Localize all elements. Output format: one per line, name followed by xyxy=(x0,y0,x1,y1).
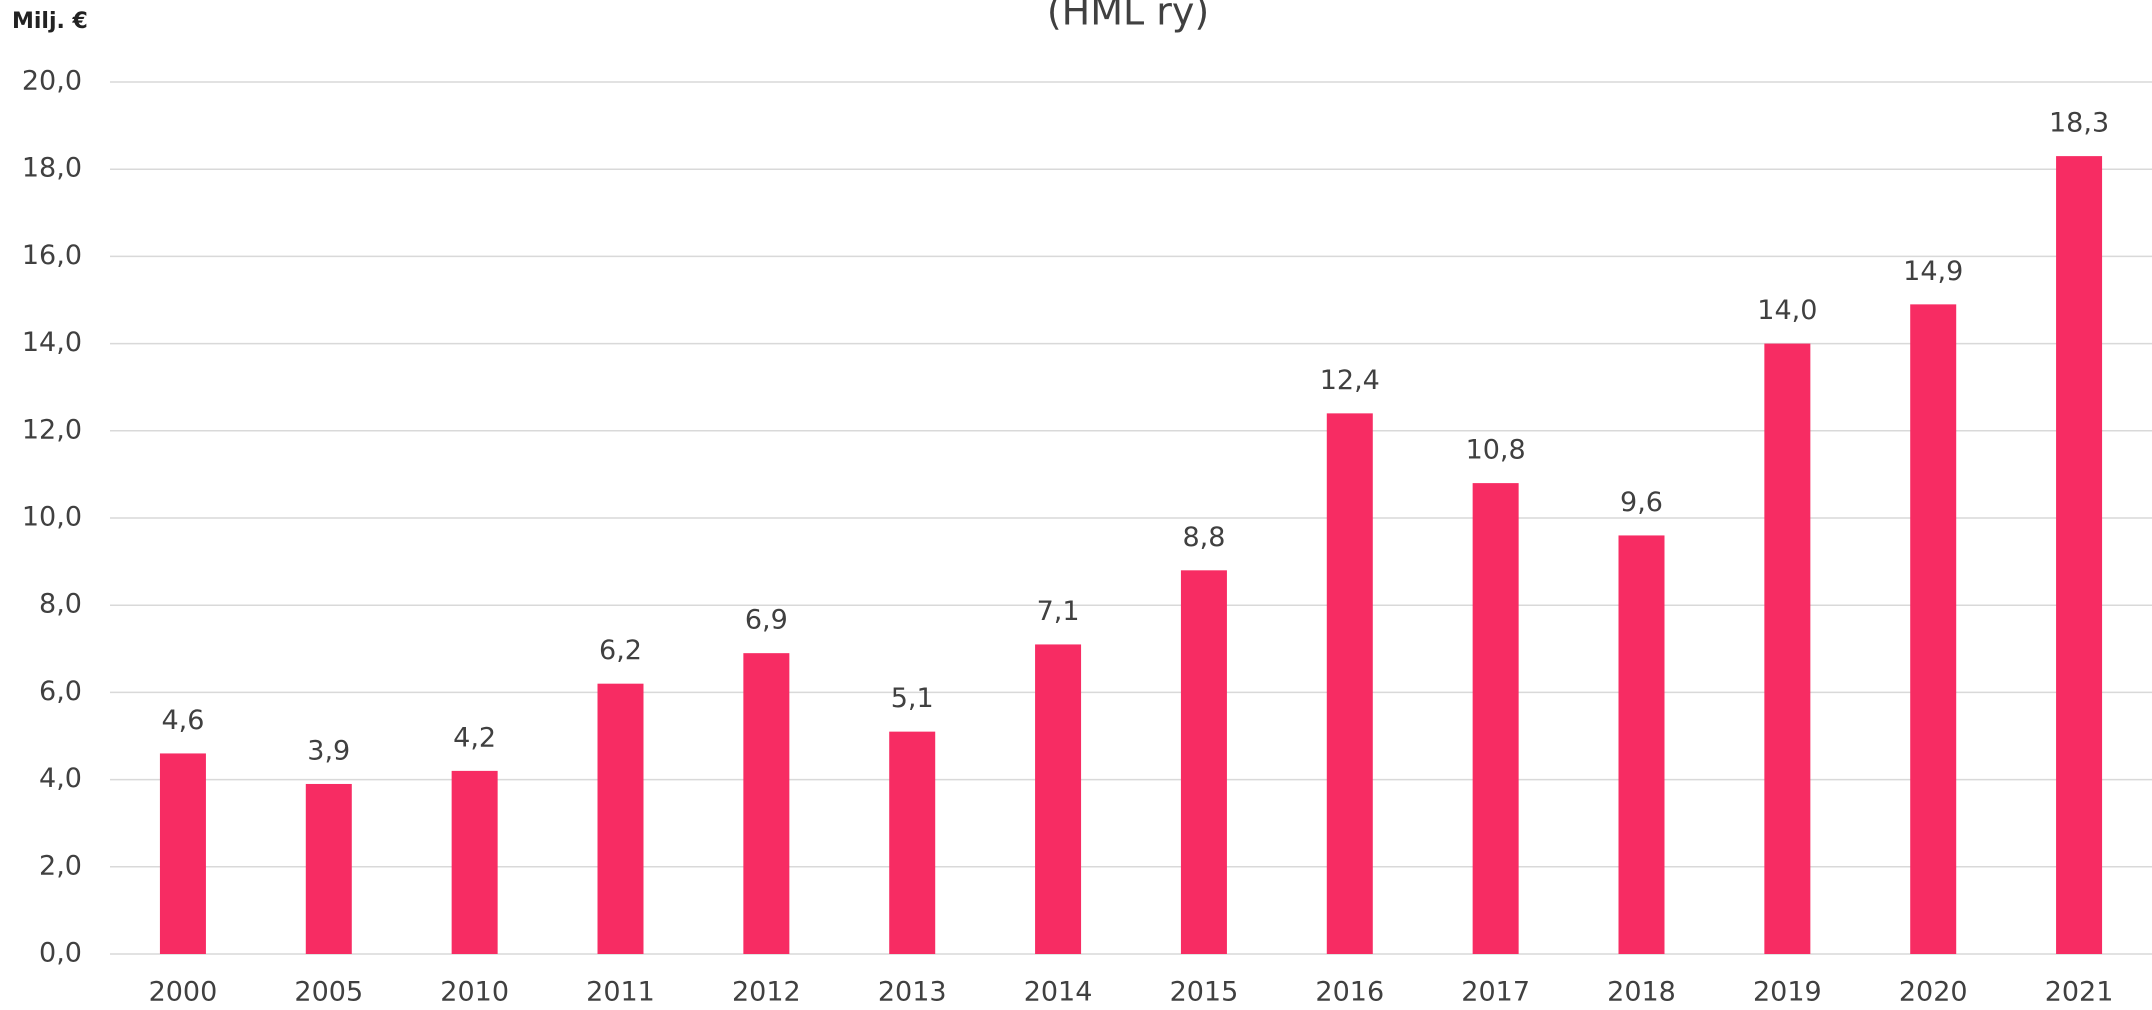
y-axis-label: Milj. € xyxy=(12,9,88,34)
x-tick-label: 2000 xyxy=(149,977,218,1008)
data-label: 18,3 xyxy=(2049,108,2109,139)
x-tick-label: 2015 xyxy=(1170,977,1239,1008)
data-label: 5,1 xyxy=(891,683,934,714)
y-tick-label: 2,0 xyxy=(39,850,82,881)
bar xyxy=(1472,483,1519,954)
bar xyxy=(889,731,936,954)
x-tick-label: 2005 xyxy=(294,977,363,1008)
bar xyxy=(1764,343,1811,955)
bar xyxy=(743,653,790,954)
x-tick-label: 2019 xyxy=(1753,977,1822,1008)
bar xyxy=(451,770,498,954)
x-tick-label: 2016 xyxy=(1315,977,1384,1008)
data-label: 4,2 xyxy=(453,722,496,753)
x-tick-label: 2012 xyxy=(732,977,801,1008)
x-tick-label: 2018 xyxy=(1607,977,1676,1008)
y-tick-label: 8,0 xyxy=(39,589,82,620)
x-tick-label: 2011 xyxy=(586,977,655,1008)
bar xyxy=(1618,535,1665,954)
bar xyxy=(1035,644,1082,954)
bar xyxy=(597,683,644,954)
x-tick-label: 2013 xyxy=(878,977,947,1008)
x-tick-label: 2021 xyxy=(2045,977,2114,1008)
bar xyxy=(1326,413,1373,954)
x-tick-label: 2010 xyxy=(440,977,509,1008)
data-label: 12,4 xyxy=(1320,365,1380,396)
y-tick-label: 20,0 xyxy=(22,66,82,97)
y-tick-label: 6,0 xyxy=(39,676,82,707)
data-label: 6,9 xyxy=(745,605,788,636)
bar xyxy=(159,753,206,954)
bar xyxy=(2056,156,2103,954)
data-label: 7,1 xyxy=(1037,596,1080,627)
x-tick-label: 2017 xyxy=(1461,977,1530,1008)
bar xyxy=(1910,304,1957,954)
y-tick-label: 18,0 xyxy=(22,153,82,184)
data-label: 14,9 xyxy=(1903,256,1963,287)
data-label: 14,0 xyxy=(1757,295,1817,326)
bar xyxy=(1180,570,1227,954)
x-tick-label: 2020 xyxy=(1899,977,1968,1008)
y-tick-label: 14,0 xyxy=(22,327,82,358)
data-label: 4,6 xyxy=(161,705,204,736)
y-tick-label: 4,0 xyxy=(39,763,82,794)
data-label: 8,8 xyxy=(1182,522,1225,553)
y-tick-label: 0,0 xyxy=(39,938,82,969)
chart-title: (HML ry) xyxy=(1047,0,1209,34)
data-label: 3,9 xyxy=(307,735,350,766)
y-tick-label: 10,0 xyxy=(22,502,82,533)
y-tick-label: 12,0 xyxy=(22,414,82,445)
data-label: 9,6 xyxy=(1620,487,1663,518)
bar xyxy=(305,783,352,954)
y-tick-label: 16,0 xyxy=(22,240,82,271)
x-tick-label: 2014 xyxy=(1024,977,1093,1008)
data-label: 10,8 xyxy=(1466,435,1526,466)
data-label: 6,2 xyxy=(599,635,642,666)
